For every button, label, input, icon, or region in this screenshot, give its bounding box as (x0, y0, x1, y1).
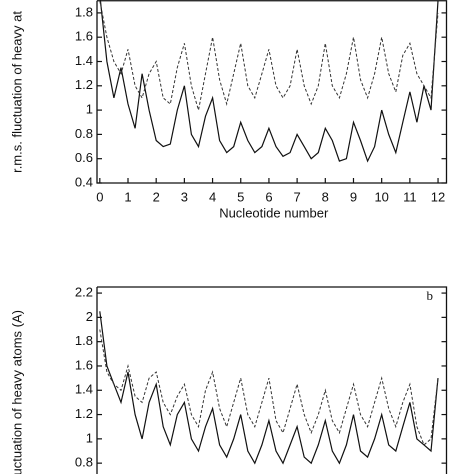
panel-label: b (427, 288, 434, 303)
y-tick-label: 1.2 (75, 77, 93, 92)
x-tick-label: 11 (403, 189, 417, 204)
x-tick-label: 2 (153, 189, 160, 204)
x-tick-label: 6 (265, 189, 272, 204)
y-tick-label: 1.6 (75, 29, 93, 44)
data-line (99, 0, 439, 163)
x-tick-label: 4 (209, 189, 216, 204)
y-tick-label: 1.6 (75, 357, 93, 372)
x-tick-label: 3 (181, 189, 188, 204)
y-tick-label: 1.8 (75, 4, 93, 19)
y-tick-label: 0.8 (75, 126, 93, 141)
x-tick-label: 0 (96, 189, 103, 204)
y-tick-label: 2.2 (75, 285, 93, 300)
x-axis-label: Nucleotide number (219, 205, 329, 220)
axis-frame (96, 0, 448, 184)
x-tick-label: 9 (350, 189, 357, 204)
y-tick-label: 1.4 (75, 382, 93, 397)
y-tick-label: 1 (86, 102, 93, 117)
x-tick-label: 5 (237, 189, 244, 204)
y-tick-label: 0.6 (75, 150, 93, 165)
y-tick-label: 2 (86, 309, 93, 324)
y-tick-label: 1.4 (75, 53, 93, 68)
data-line (99, 329, 439, 446)
x-tick-label: 8 (322, 189, 329, 204)
x-tick-label: 1 (124, 189, 131, 204)
y-tick-label: 1.8 (75, 333, 93, 348)
data-line (99, 0, 439, 111)
y-tick-label: 1.2 (75, 406, 93, 421)
axis-frame (96, 286, 448, 474)
y-axis-label: r.m.s. fluctuation of heavy at (9, 11, 24, 173)
x-tick-label: 7 (293, 189, 300, 204)
y-tick-label: 0.4 (75, 174, 93, 189)
x-tick-label: 12 (431, 189, 445, 204)
x-tick-label: 10 (374, 189, 388, 204)
y-tick-label: 1 (86, 430, 93, 445)
data-line (99, 311, 439, 465)
y-tick-label: 0.8 (75, 455, 93, 470)
y-axis-label: fluctuation of heavy atoms (A) (9, 310, 24, 474)
